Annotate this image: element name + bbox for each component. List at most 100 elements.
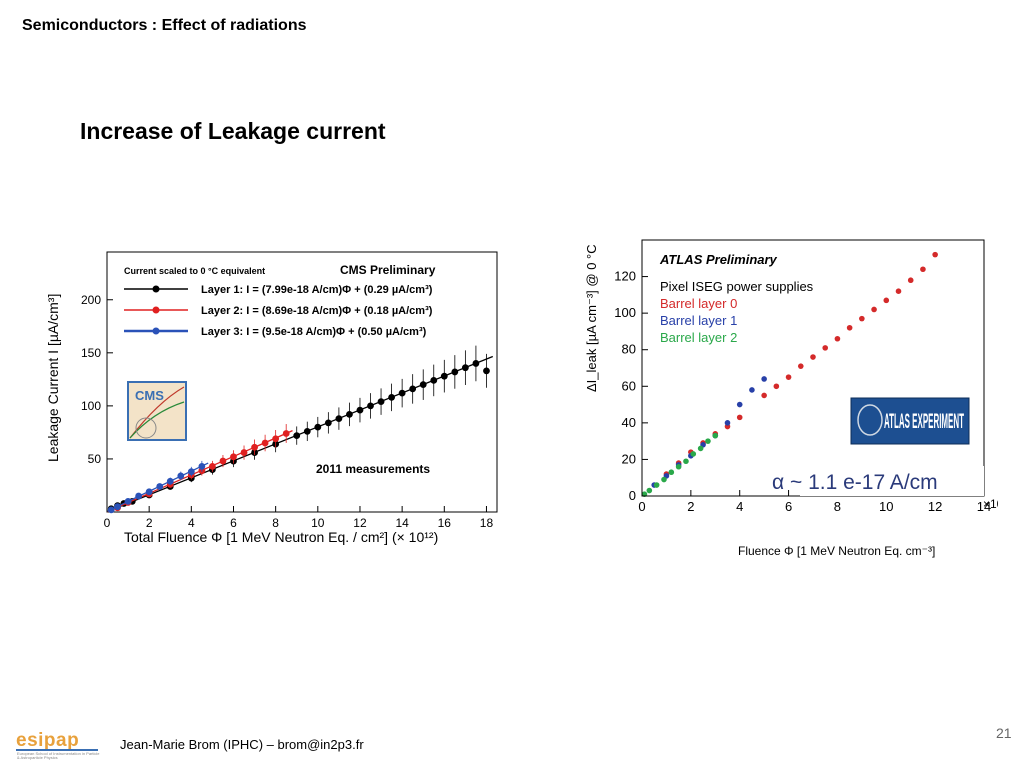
atlas-point-0 — [773, 383, 780, 390]
atlas-y-tick-label: 40 — [622, 415, 636, 430]
cms-legend: Layer 1: I = (7.99e-18 A/cm)Φ + (0.29 µA… — [124, 284, 433, 338]
cms-point-1 — [272, 435, 280, 443]
atlas-point-0 — [920, 266, 926, 273]
atlas-y-tick-label: 0 — [629, 488, 636, 503]
cms-y-tick-label: 50 — [88, 452, 102, 466]
atlas-point-0 — [895, 288, 902, 294]
cms-point-0 — [451, 368, 459, 376]
cms-point-0 — [377, 398, 385, 406]
cms-x-tick-label: 6 — [230, 516, 237, 530]
esipap-logo-line — [16, 749, 98, 751]
atlas-x-tick-label: 8 — [834, 499, 841, 514]
cms-x-tick-label: 14 — [395, 516, 409, 530]
cms-point-2 — [107, 506, 115, 514]
cms-point-1 — [261, 439, 269, 447]
atlas-point-2 — [646, 487, 653, 494]
cms-point-2 — [166, 477, 174, 485]
cms-legend-label-2: Layer 2: I = (8.69e-18 A/cm)Φ + (0.18 µA… — [201, 305, 433, 317]
atlas-point-1 — [736, 401, 743, 408]
atlas-point-0 — [785, 374, 792, 380]
cms-x-axis-label: Total Fluence Φ [1 MeV Neutron Eq. / cm²… — [124, 529, 438, 545]
cms-x-tick-label: 16 — [438, 516, 452, 530]
atlas-point-0 — [797, 363, 804, 369]
cms-y-tick-label: 150 — [81, 346, 101, 360]
atlas-point-0 — [932, 251, 938, 258]
cms-x-tick-label: 18 — [480, 516, 494, 530]
atlas-point-2 — [705, 438, 711, 444]
atlas-leakage-chart: 0 2 4 6 8 10 12 14 0 20 40 60 80 100 120 ATLAS Prelimi… — [584, 239, 998, 558]
atlas-point-0 — [822, 345, 829, 351]
cms-point-1 — [219, 457, 227, 465]
atlas-y-tick-label: 100 — [614, 305, 636, 320]
cms-point-0 — [314, 423, 322, 431]
cms-point-1 — [282, 430, 290, 437]
cms-legend-marker-1 — [152, 285, 160, 293]
atlas-point-0 — [810, 354, 816, 360]
cms-point-2 — [177, 472, 185, 480]
atlas-x-tick-label: 10 — [879, 499, 893, 514]
cms-legend-marker-2 — [152, 306, 160, 314]
atlas-x-tick-label: 4 — [736, 499, 743, 514]
esipap-logo: esipap European School of Instrumentatio… — [16, 730, 102, 760]
cms-point-1 — [209, 462, 216, 470]
atlas-plot-frame — [641, 239, 985, 497]
atlas-x-tick-label: 14 — [977, 499, 991, 514]
atlas-y-axis-label: ΔI_leak [µA cm⁻³] @ 0 °C — [584, 244, 599, 392]
cms-x-tick-label: 4 — [188, 516, 195, 530]
slide-author: Jean-Marie Brom (IPHC) – brom@in2p3.fr — [120, 737, 364, 752]
atlas-title: ATLAS Preliminary — [659, 252, 778, 267]
atlas-point-0 — [846, 324, 853, 331]
esipap-logo-text: esipap — [16, 730, 80, 751]
cms-legend-label-1: Layer 1: I = (7.99e-18 A/cm)Φ + (0.29 µA… — [201, 284, 433, 296]
cms-y-tick-label: 200 — [81, 293, 101, 307]
cms-point-0 — [409, 385, 417, 393]
cms-leakage-chart: 0 2 4 6 8 10 12 14 16 18 50 100 150 200 Current scale… — [45, 251, 498, 545]
cms-logo: CMS — [127, 381, 187, 441]
cms-point-0 — [335, 415, 343, 423]
cms-point-2 — [145, 488, 153, 496]
cms-point-2 — [187, 468, 195, 476]
cms-point-0 — [472, 360, 480, 367]
atlas-point-2 — [661, 476, 667, 483]
atlas-subtitle: Pixel ISEG power supplies — [660, 279, 814, 294]
cms-legend-marker-3 — [152, 327, 160, 335]
page-number: 21 — [996, 725, 1012, 741]
cms-point-0 — [293, 432, 301, 439]
slide-title: Increase of Leakage current — [80, 118, 386, 144]
atlas-point-0 — [907, 277, 914, 284]
atlas-point-2 — [653, 482, 660, 488]
atlas-point-1 — [724, 420, 731, 426]
cms-point-2 — [156, 483, 164, 490]
atlas-x-tick-label: 6 — [785, 499, 792, 514]
cms-point-1 — [251, 443, 258, 451]
cms-point-2 — [198, 462, 206, 470]
atlas-point-0 — [736, 414, 743, 421]
cms-point-2 — [124, 497, 132, 505]
cms-y-axis-label: Leakage Current I [µA/cm³] — [45, 294, 61, 462]
cms-point-1 — [230, 453, 237, 461]
atlas-x-axis-label: Fluence Φ [1 MeV Neutron Eq. cm⁻³] — [738, 544, 935, 558]
atlas-point-2 — [697, 445, 704, 452]
atlas-point-2 — [712, 432, 719, 439]
atlas-logo: ATLAS EXPERIMENT — [850, 397, 970, 445]
cms-x-tick-label: 2 — [146, 516, 153, 530]
cms-legend-label-3: Layer 3: I = (9.5e-18 A/cm)Φ + (0.50 µA/… — [201, 326, 427, 338]
atlas-legend-label-0: Barrel layer 0 — [660, 296, 737, 311]
atlas-y-tick-label: 120 — [614, 269, 636, 284]
cms-point-0 — [324, 419, 332, 427]
atlas-point-0 — [761, 392, 767, 399]
atlas-y-tick-label: 60 — [622, 378, 636, 393]
atlas-point-1 — [761, 376, 767, 382]
atlas-point-2 — [675, 463, 682, 470]
cms-note: Current scaled to 0 °C equivalent — [124, 266, 265, 276]
atlas-x-multiplier: ×10¹² — [983, 497, 998, 511]
cms-point-0 — [303, 427, 311, 435]
atlas-point-2 — [690, 451, 697, 457]
atlas-annotation-box — [800, 466, 984, 496]
atlas-legend-label-1: Barrel layer 1 — [660, 313, 737, 328]
cms-point-2 — [135, 492, 143, 500]
atlas-logo-text: ATLAS EXPERIMENT — [884, 410, 964, 433]
cms-x-tick-label: 10 — [311, 516, 325, 530]
atlas-point-0 — [883, 297, 890, 304]
cms-point-0 — [398, 389, 406, 397]
